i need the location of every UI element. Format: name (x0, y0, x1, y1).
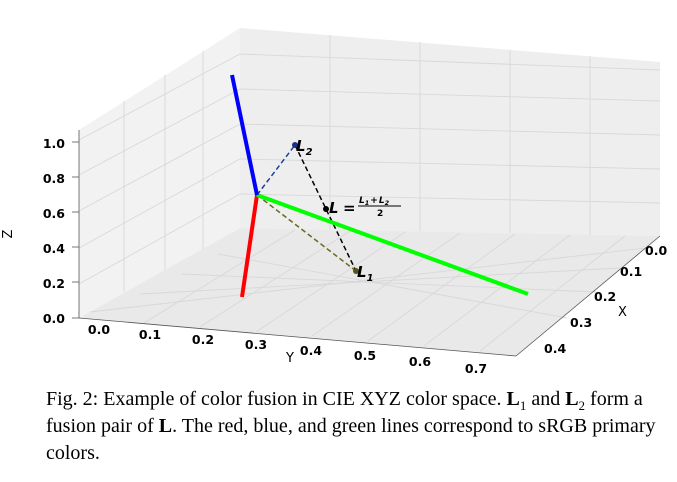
point-l2 (292, 142, 298, 148)
y-tick-3: 0.3 (245, 337, 267, 352)
point-l (323, 206, 329, 212)
color-fusion-3d-plot: 0.0 0.2 0.4 0.6 0.8 1.0 Z 0.0 0.1 0.2 0.… (1, 28, 667, 376)
x-axis-label: X (618, 305, 627, 320)
y-axis: 0.0 0.1 0.2 0.3 0.4 0.5 0.6 0.7 Y (88, 322, 487, 376)
back-left-pane (79, 28, 240, 318)
y-tick-2: 0.2 (192, 332, 214, 347)
axis-edges (78, 130, 661, 357)
y-tick-4: 0.4 (300, 343, 322, 358)
svg-text:L: L (329, 199, 339, 217)
x-tick-2: 0.2 (594, 289, 616, 304)
y-axis-label: Y (285, 351, 294, 366)
dashed-origin-to-l2 (256, 144, 296, 196)
svg-text:L1+L2: L1+L2 (359, 196, 390, 207)
x-tick-1: 0.1 (620, 264, 642, 279)
l1-label: L1 (357, 263, 374, 284)
x-tick-3: 0.3 (570, 315, 592, 330)
figure-caption: Fig. 2: Example of color fusion in CIE X… (46, 388, 656, 464)
dashed-origin-to-l1 (256, 194, 357, 272)
y-tick-6: 0.6 (409, 354, 431, 369)
svg-text:=: = (343, 199, 356, 217)
z-axis: 0.0 0.2 0.4 0.6 0.8 1.0 Z (1, 136, 79, 326)
y-tick-0: 0.0 (88, 322, 110, 337)
point-l1 (353, 268, 359, 274)
y-tick-7: 0.7 (465, 361, 487, 376)
y-tick-1: 0.1 (139, 327, 161, 342)
z-tick-1: 0.2 (43, 276, 65, 291)
z-tick-4: 0.8 (43, 171, 65, 186)
back-right-pane (240, 28, 660, 236)
red-primary-line (240, 194, 259, 298)
z-tick-2: 0.4 (43, 241, 65, 256)
blue-primary-line (230, 74, 259, 196)
y-tick-5: 0.5 (354, 348, 376, 363)
green-primary-line (256, 193, 529, 296)
x-tick-0: 0.0 (645, 243, 667, 258)
dashed-l2-to-l1 (294, 144, 357, 272)
x-tick-4: 0.4 (544, 341, 566, 356)
grid-lines (78, 35, 661, 352)
z-axis-label: Z (1, 229, 16, 238)
x-axis: 0.0 0.1 0.2 0.3 0.4 X (544, 243, 667, 356)
l2-label: L2 (296, 137, 313, 158)
svg-text:2: 2 (377, 209, 383, 219)
z-tick-0: 0.0 (43, 311, 65, 326)
z-tick-3: 0.6 (43, 206, 65, 221)
z-tick-5: 1.0 (43, 136, 65, 151)
l-midpoint-formula: L = L1+L2 2 (329, 196, 401, 219)
